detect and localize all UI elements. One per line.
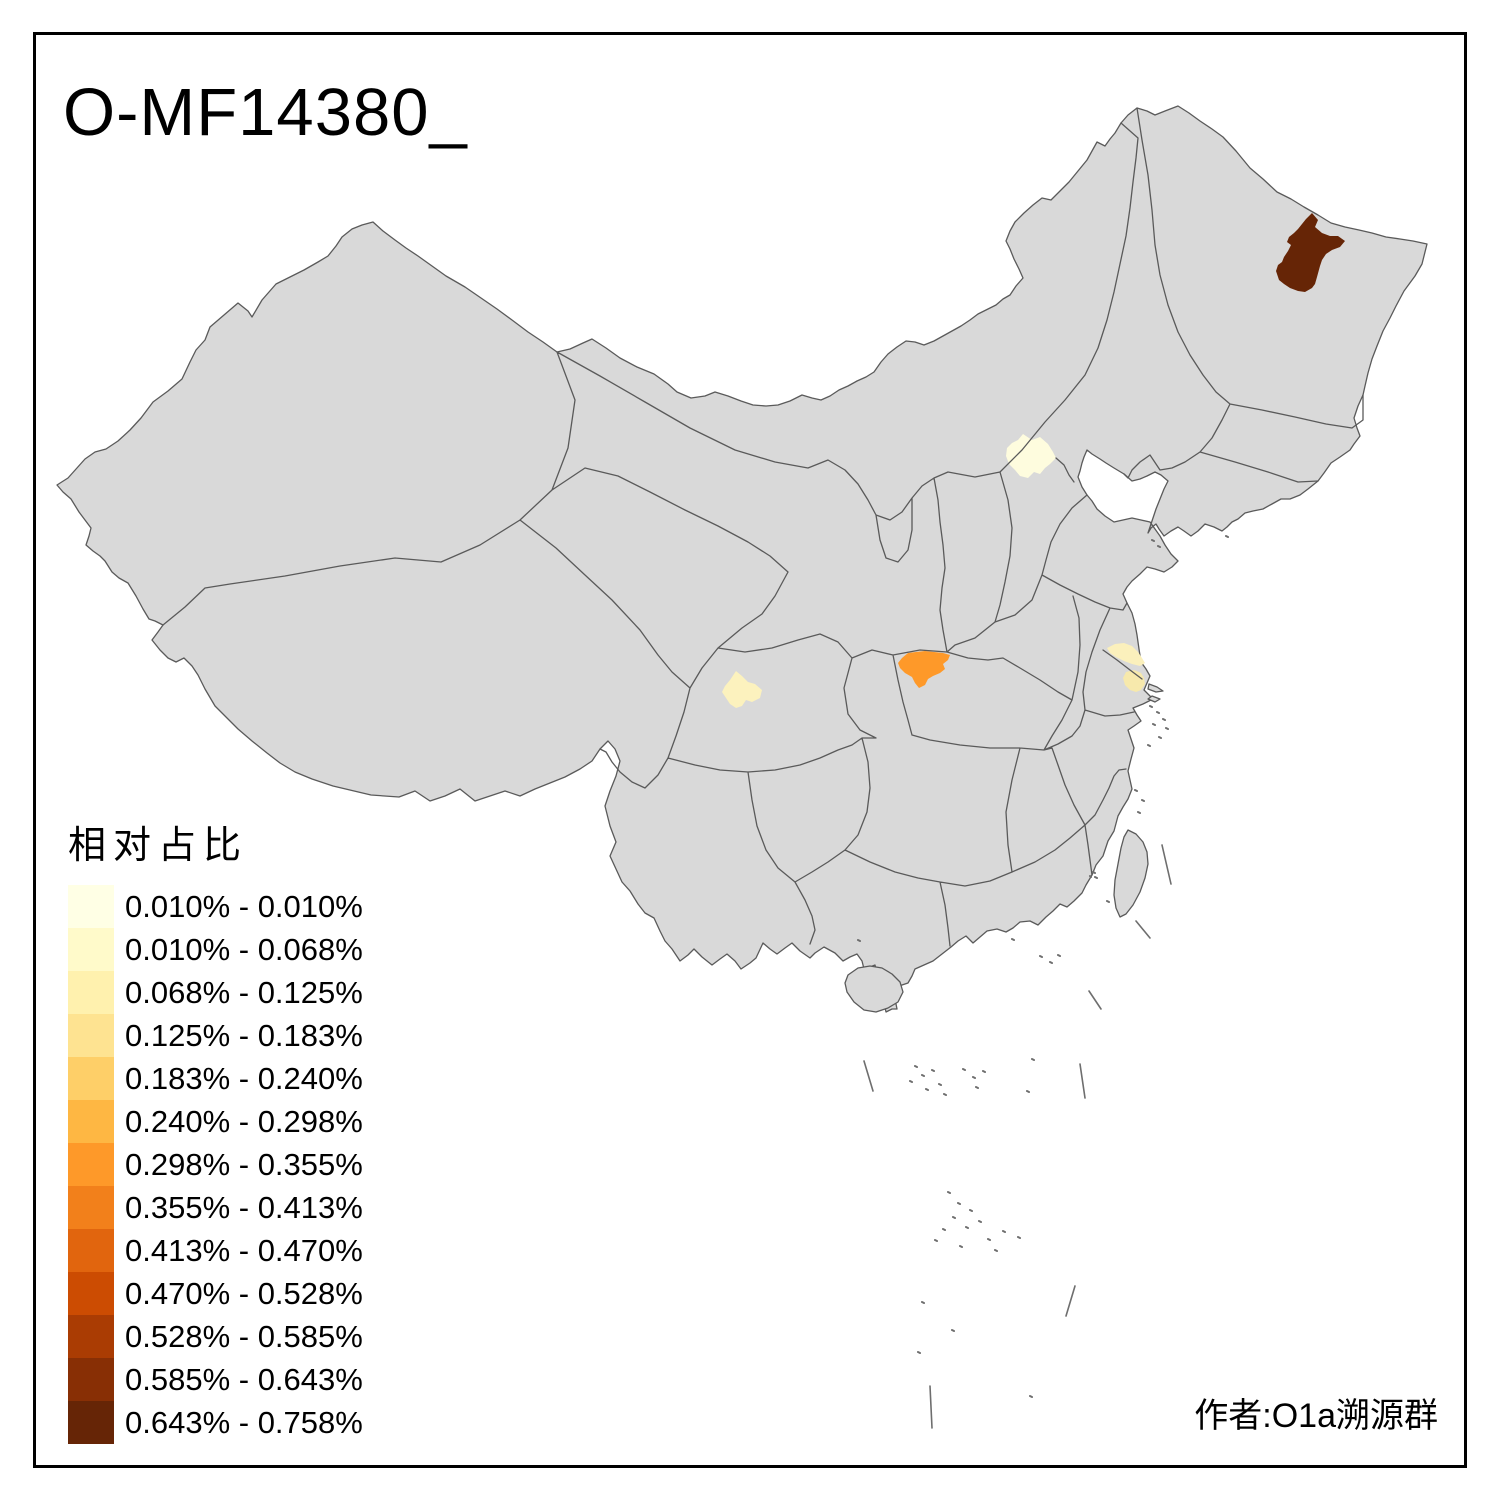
legend-row: 0.240% - 0.298% [68,1100,363,1143]
legend-swatch [68,1272,114,1315]
hainan-island [844,965,904,1013]
legend-swatch [68,1100,114,1143]
legend-label: 0.355% - 0.413% [125,1189,363,1225]
legend-row: 0.125% - 0.183% [68,1014,363,1057]
legend-row: 0.010% - 0.010% [68,885,363,928]
legend-label: 0.125% - 0.183% [125,1017,363,1053]
legend-row: 0.298% - 0.355% [68,1143,363,1186]
mainland-outline [56,105,1428,1013]
legend-swatch [68,1186,114,1229]
legend-row: 0.470% - 0.528% [68,1272,363,1315]
legend-row: 0.585% - 0.643% [68,1358,363,1401]
legend-row: 0.183% - 0.240% [68,1057,363,1100]
legend-label: 0.643% - 0.758% [125,1404,363,1440]
legend-label: 0.010% - 0.068% [125,931,363,967]
small-islands [857,535,1229,1398]
legend-row: 0.355% - 0.413% [68,1186,363,1229]
region-chengdu [722,671,762,708]
legend-swatch [68,1315,114,1358]
legend-label: 0.183% - 0.240% [125,1060,363,1096]
legend-swatch [68,885,114,928]
legend-title: 相对占比 [68,825,249,867]
legend-rows: 0.010% - 0.010% 0.010% - 0.068% 0.068% -… [68,885,363,1444]
legend-label: 0.068% - 0.125% [125,974,363,1010]
legend-swatch [68,1358,114,1401]
nine-dash-line [863,844,1172,1429]
legend-swatch [68,1014,114,1057]
region-jiangsu-north [1107,643,1145,666]
legend: 相对占比 0.010% - 0.010% 0.010% - 0.068% 0.0… [68,814,363,1444]
province-boundaries [162,107,1364,947]
legend-label: 0.470% - 0.528% [125,1275,363,1311]
legend-row: 0.010% - 0.068% [68,928,363,971]
highlighted-regions [722,213,1345,708]
legend-label: 0.298% - 0.355% [125,1146,363,1182]
plot-title: O-MF14380_ [63,75,468,150]
legend-label: 0.010% - 0.010% [125,888,363,924]
legend-row: 0.413% - 0.470% [68,1229,363,1272]
legend-label: 0.528% - 0.585% [125,1318,363,1354]
legend-label: 0.240% - 0.298% [125,1103,363,1139]
legend-swatch [68,928,114,971]
legend-swatch [68,1143,114,1186]
legend-label: 0.413% - 0.470% [125,1232,363,1268]
legend-row: 0.643% - 0.758% [68,1401,363,1444]
attribution: 作者:O1a溯源群 [1194,1397,1438,1435]
taiwan-island [1113,829,1149,918]
legend-swatch [68,1057,114,1100]
legend-swatch [68,971,114,1014]
region-jiangsu-south [1123,670,1145,692]
region-beijing [1006,434,1056,478]
region-hubei-northwest [898,651,950,688]
legend-row: 0.068% - 0.125% [68,971,363,1014]
legend-swatch [68,1229,114,1272]
region-heilongjiang [1276,213,1345,292]
legend-row: 0.528% - 0.585% [68,1315,363,1358]
legend-swatch [68,1401,114,1444]
yangtze-islets [1147,683,1164,703]
legend-label: 0.585% - 0.643% [125,1361,363,1397]
